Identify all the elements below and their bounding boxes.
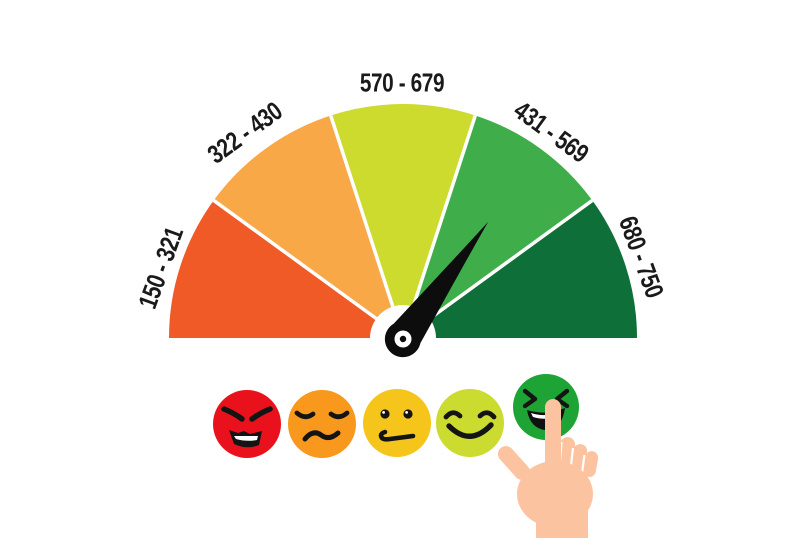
neutral-face[interactable] <box>363 389 431 457</box>
sad-eyes <box>294 410 350 420</box>
gauge-segment-2 <box>213 115 403 338</box>
emoji-sad[interactable] <box>288 390 356 458</box>
needle-hub-dot <box>399 335 407 343</box>
pointing-hand <box>497 399 599 538</box>
gauge-segment-1 <box>168 200 403 338</box>
rating-emojis <box>213 374 579 458</box>
neutral-mouth <box>378 429 416 442</box>
emoji-angry[interactable] <box>213 390 281 458</box>
emoji-neutral[interactable] <box>363 389 431 457</box>
folded-finger-pinky <box>582 451 599 477</box>
emoji-happy[interactable] <box>436 389 504 457</box>
gauge-segment-3 <box>330 104 476 338</box>
angry-teeth <box>234 436 258 441</box>
segment-dividers <box>212 114 594 340</box>
sad-face[interactable] <box>288 390 356 458</box>
wrist <box>536 494 588 538</box>
angry-face[interactable] <box>213 390 281 458</box>
gauge-segment-5 <box>403 200 637 338</box>
neutral-eyes <box>380 409 413 419</box>
thumb <box>497 446 531 480</box>
needle-pointer <box>384 221 489 358</box>
laughing-eyes <box>522 388 570 409</box>
angry-eyes <box>221 406 273 422</box>
sad-mouth <box>302 430 341 442</box>
happy-face[interactable] <box>436 389 504 457</box>
happy-eyes <box>443 410 497 420</box>
gauge-range-label-3: 570 - 679 <box>359 67 445 98</box>
happy-mouth <box>446 422 494 439</box>
gauge-needle <box>384 221 489 358</box>
index-finger <box>545 399 561 471</box>
